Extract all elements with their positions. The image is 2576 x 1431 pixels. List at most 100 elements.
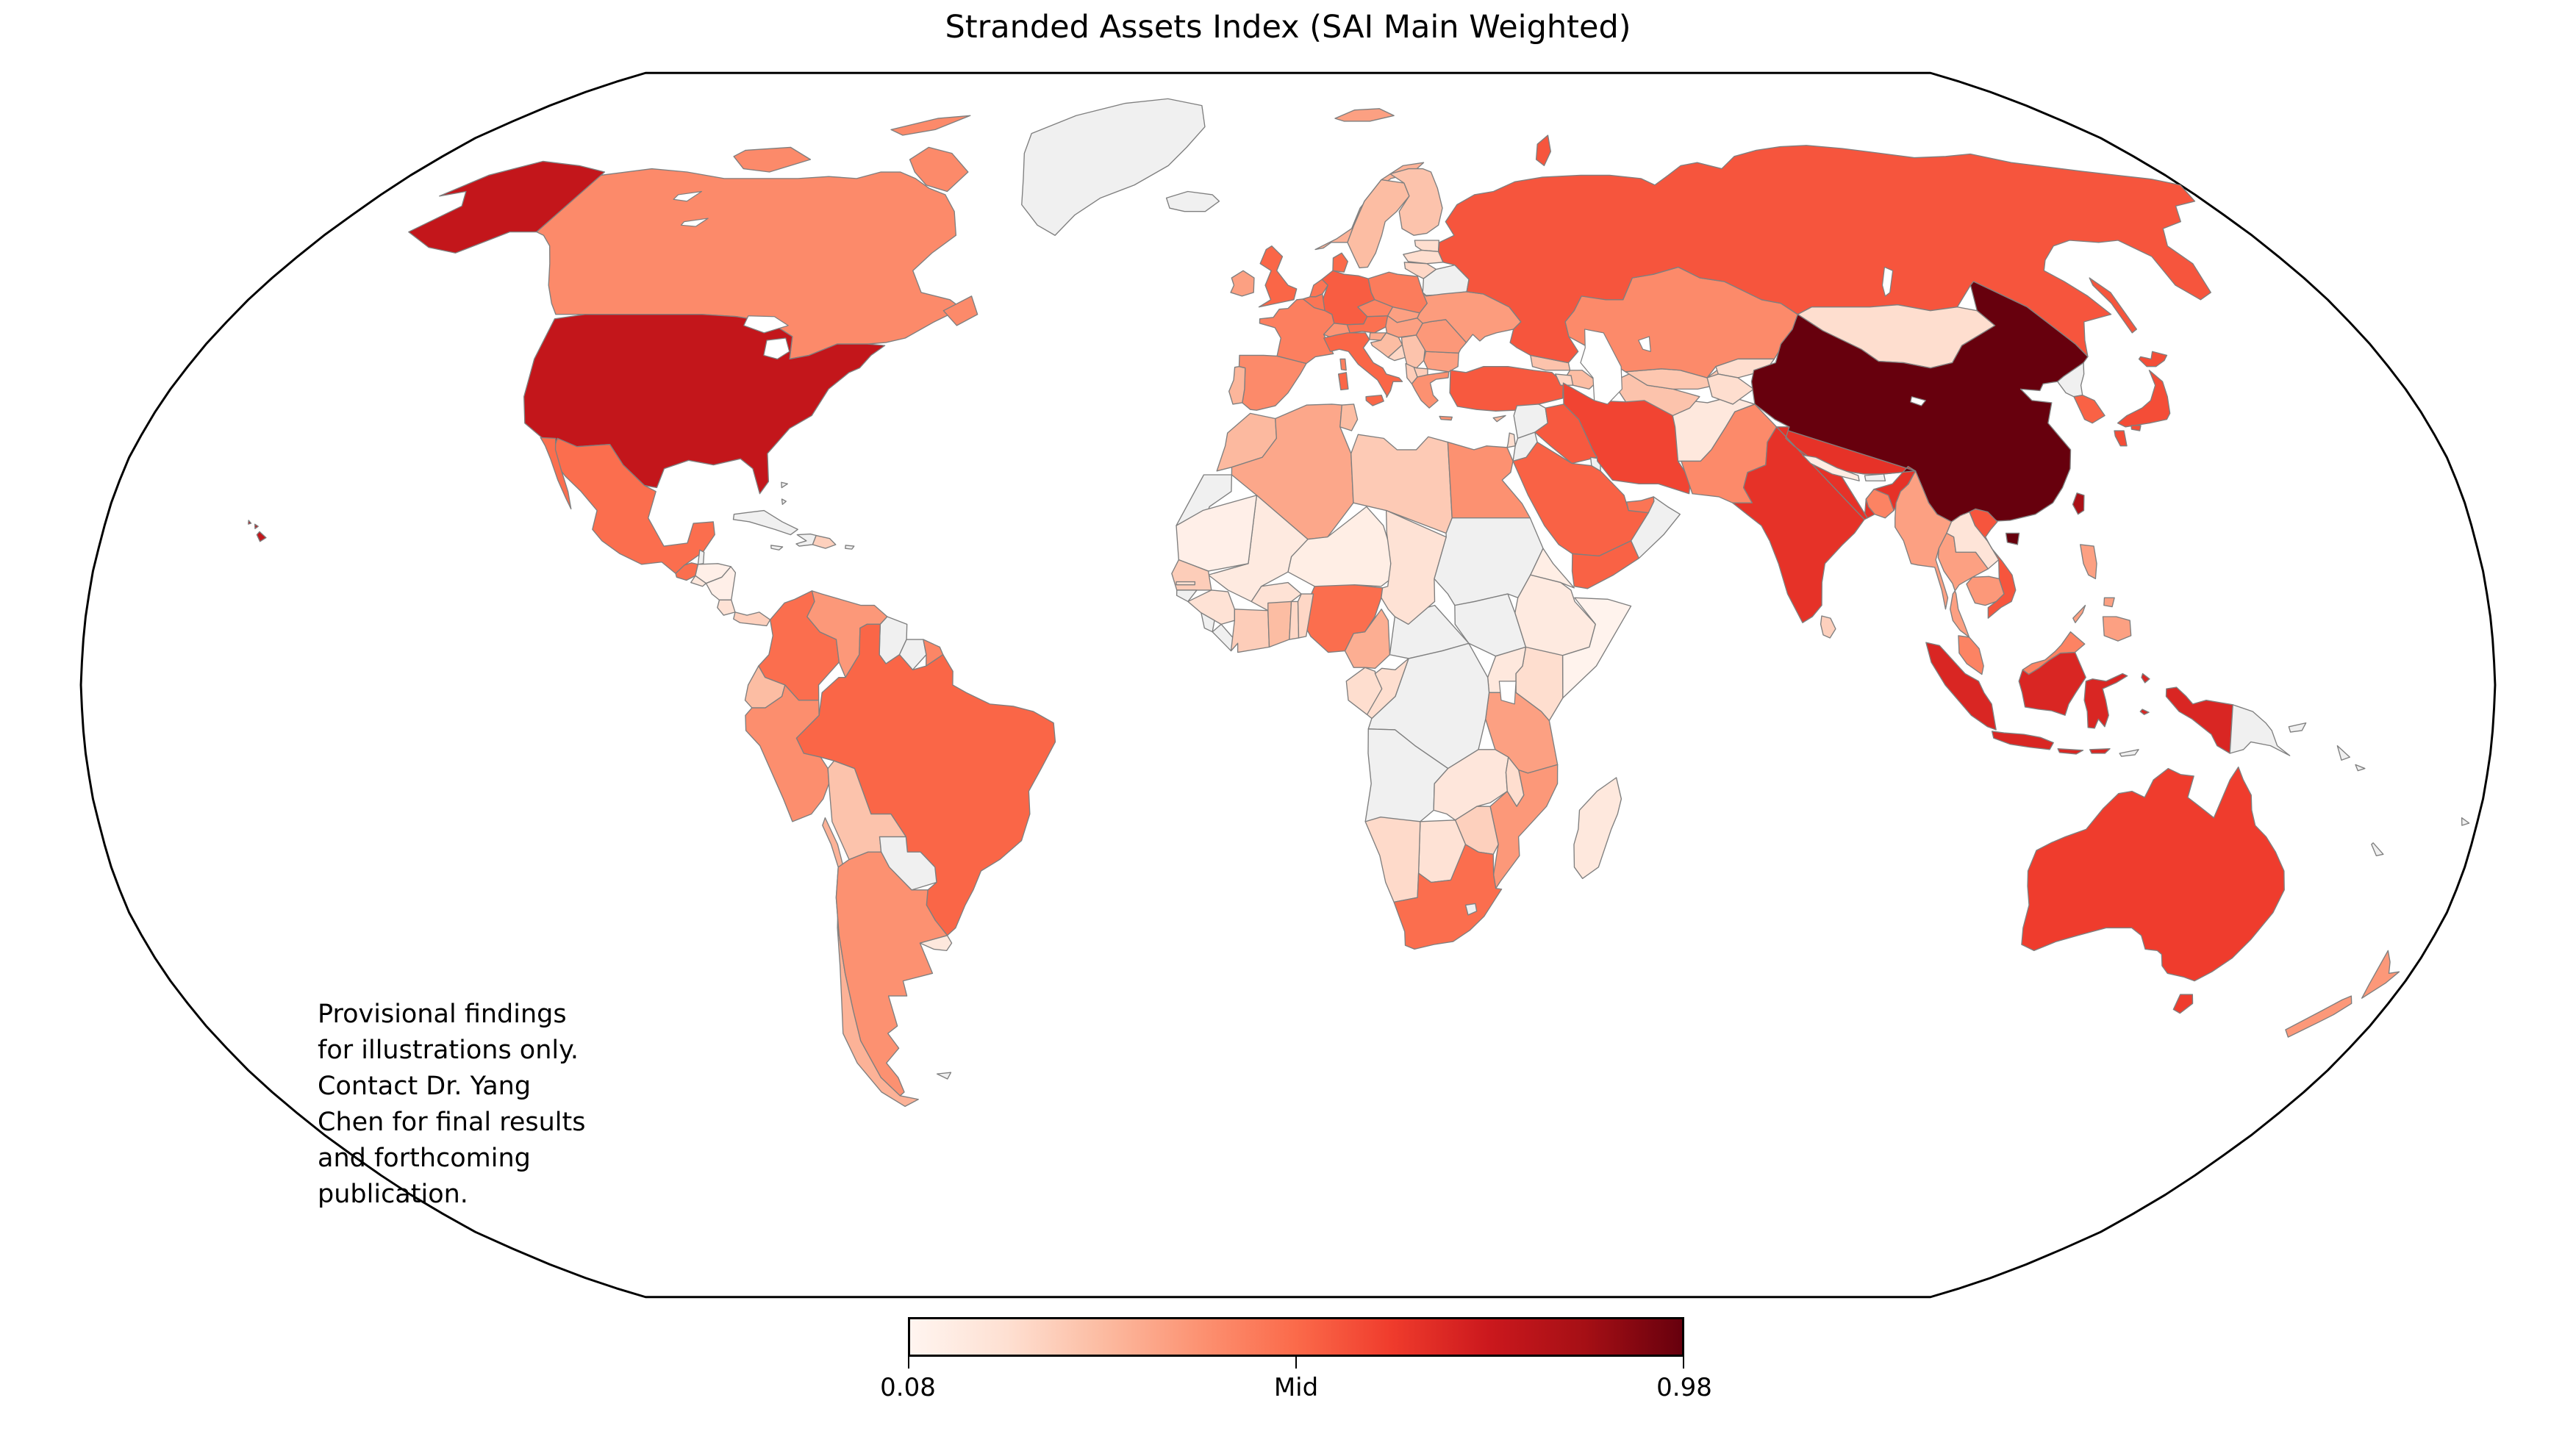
country-bhutan [1864, 473, 1886, 481]
country-puerto-rico [845, 545, 855, 550]
country-haiti [795, 533, 817, 547]
country-yemen [1571, 540, 1640, 589]
country-indonesia [2089, 748, 2111, 754]
country-argentina [835, 851, 948, 1097]
country-malaysia [1958, 635, 1984, 675]
country-colombia [758, 590, 840, 701]
country-japan [2117, 370, 2171, 428]
figure-title: Stranded Assets Index (SAI Main Weighted… [945, 9, 1631, 46]
country-italy [1365, 394, 1384, 406]
country-malawi [1505, 756, 1525, 807]
country-japan [2130, 425, 2142, 431]
country-indonesia [2057, 748, 2084, 755]
colorbar-label-min: 0.08 [880, 1373, 936, 1402]
country-cyprus [1492, 415, 1506, 423]
country-united-states [248, 520, 252, 525]
country-new-zealand [2361, 950, 2400, 999]
country-svalbard [1334, 108, 1395, 122]
country-south-africa [1393, 844, 1503, 950]
colorbar: 0.08 Mid 0.98 [880, 1317, 1712, 1402]
map-annotation: Provisional findings for illustrations o… [318, 1000, 586, 1209]
country-greece [1411, 371, 1450, 409]
country-france [1339, 358, 1347, 371]
country-russia [1437, 145, 2211, 364]
country-uruguay [919, 935, 953, 952]
lake-5 [1881, 266, 1894, 297]
country-papua-new-guinea [2229, 704, 2291, 756]
country-armenia [1555, 373, 1574, 386]
country-madagascar [1573, 777, 1622, 880]
country-canada [890, 115, 971, 136]
country-gambia [1176, 581, 1196, 586]
country-costa-rica [717, 599, 736, 616]
robinson-map-svg [79, 71, 2497, 1299]
country-canada [536, 168, 962, 360]
country-republic-of-the-congo [1366, 658, 1409, 720]
country-bangladesh [1865, 488, 1895, 519]
country-indonesia [2018, 651, 2086, 716]
country-philippines [2103, 597, 2115, 608]
country-iceland [1165, 190, 1220, 212]
country-australia [2021, 766, 2285, 982]
lake-6 [1910, 396, 1926, 406]
country-south-korea [2073, 394, 2105, 424]
country-papua-new-guinea [2288, 722, 2307, 733]
country-chad [1381, 509, 1447, 625]
country-canada [733, 146, 812, 173]
country-taiwan [2072, 492, 2085, 515]
country-united-states [408, 160, 606, 254]
country-bulgaria [1423, 351, 1459, 373]
country-indonesia [2141, 673, 2150, 684]
lake-4 [1498, 681, 1517, 705]
country-panama [733, 612, 771, 627]
country-russia [1535, 135, 1551, 167]
country-greenland [1021, 98, 1206, 236]
country-bahamas [781, 481, 788, 489]
country-japan [2138, 351, 2168, 367]
lake-2 [1580, 329, 1622, 405]
country-turkey [1449, 366, 1564, 412]
country-russia [2089, 277, 2137, 334]
country-falkland-islands [936, 1072, 952, 1080]
country-jamaica [770, 545, 784, 550]
lake-1 [763, 337, 790, 360]
country-libya [1350, 434, 1453, 534]
country-new-caledonia [2371, 842, 2384, 856]
country-united-arab-emirates [1625, 496, 1655, 514]
country-tunisia [1339, 404, 1359, 431]
country-finland [1389, 168, 1443, 236]
country-indonesia [1925, 642, 1997, 731]
country-philippines [2072, 604, 2086, 623]
colorbar-gradient [908, 1317, 1684, 1357]
country-china [2005, 532, 2020, 545]
country-denmark [1332, 252, 1348, 273]
country-solomon-islands [2336, 745, 2350, 761]
country-north-korea [2056, 362, 2085, 398]
country-canada [942, 295, 978, 326]
country-india [1732, 426, 1917, 623]
colorbar-tick-mid [1295, 1357, 1297, 1369]
lake-0 [743, 315, 789, 334]
country-ghana [1267, 600, 1292, 648]
country-italy [1323, 332, 1403, 398]
lake-3 [1638, 336, 1651, 352]
country-benin [1297, 593, 1314, 639]
world-map [29, 68, 2547, 1302]
country-ireland [1230, 270, 1255, 297]
country-oman [1631, 496, 1681, 559]
country-peru [745, 684, 830, 822]
country-sweden [1347, 179, 1410, 269]
country-togo [1289, 600, 1300, 640]
country-timor-leste [2119, 749, 2139, 757]
country-united-kingdom [1258, 245, 1298, 308]
country-greece [1439, 415, 1453, 421]
country-vietnam [1969, 508, 2017, 619]
country-philippines [2080, 544, 2097, 580]
colorbar-label-mid: Mid [1273, 1373, 1319, 1402]
country-nepal [1802, 454, 1860, 481]
country-canada [909, 146, 969, 193]
country-indonesia [2139, 709, 2150, 715]
country-mexico [540, 437, 572, 510]
country-indonesia [2083, 673, 2128, 729]
